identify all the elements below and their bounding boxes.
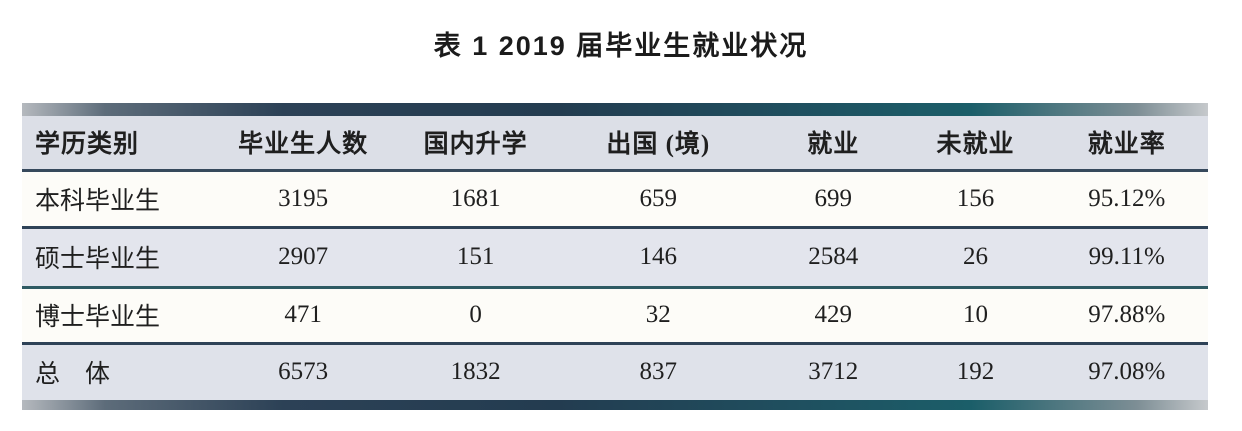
table-cell: 3712 <box>808 358 859 386</box>
top-gradient-bar <box>22 103 1208 116</box>
table-cell: 总 体 <box>35 361 111 389</box>
table-header-row: 学历类别 毕业生人数 国内升学 出国 (境) 就业 未就业 就业率 <box>22 116 1208 172</box>
table-cell: 博士毕业生 <box>22 287 211 345</box>
table-cell: 699 <box>760 170 906 229</box>
table-cell: 2907 <box>210 227 396 289</box>
header-cell-graduate-count: 毕业生人数 <box>210 116 396 172</box>
table-cell: 0 <box>395 287 556 345</box>
table-row-undergraduate: 本科毕业生 3195 1681 659 699 156 95.12% <box>22 170 1208 229</box>
table-cell: 146 <box>555 227 761 289</box>
table-cell: 151 <box>395 227 556 289</box>
table-cell: 2584 <box>760 227 906 289</box>
table-cell: 本科毕业生 <box>22 170 211 229</box>
header-cell-education-level: 学历类别 <box>22 116 211 172</box>
header-cell-employment-rate: 就业率 <box>1045 116 1208 172</box>
table-cell: 硕士毕业生 <box>22 227 211 289</box>
table-row-total: 总 体 6573 1832 837 3712 192 97.08% <box>22 343 1208 400</box>
bottom-gradient-bar <box>22 400 1208 410</box>
header-cell-domestic-study: 国内升学 <box>395 116 556 172</box>
employment-table-container: 学历类别 毕业生人数 国内升学 出国 (境) 就业 未就业 就业率 本科毕业生 … <box>22 103 1208 410</box>
table-cell: 429 <box>760 287 906 345</box>
table-cell: 1681 <box>395 170 556 229</box>
employment-table: 学历类别 毕业生人数 国内升学 出国 (境) 就业 未就业 就业率 本科毕业生 … <box>22 116 1208 400</box>
table-cell: 471 <box>210 287 396 345</box>
table-row-doctoral: 博士毕业生 471 0 32 429 10 97.88% <box>22 287 1208 345</box>
table-cell: 95.12% <box>1045 170 1208 229</box>
table-cell: 837 <box>639 358 678 386</box>
table-row-master: 硕士毕业生 2907 151 146 2584 26 99.11% <box>22 227 1208 289</box>
table-cell: 97.88% <box>1045 287 1208 345</box>
header-cell-unemployed: 未就业 <box>905 116 1046 172</box>
table-cell: 97.08% <box>1088 358 1166 386</box>
header-cell-abroad: 出国 (境) <box>555 116 761 172</box>
table-cell: 156 <box>905 170 1046 229</box>
table-cell: 99.11% <box>1045 227 1208 289</box>
table-cell: 659 <box>555 170 761 229</box>
table-cell: 1832 <box>450 358 501 386</box>
table-cell: 3195 <box>210 170 396 229</box>
table-cell: 10 <box>905 287 1046 345</box>
table-cell: 6573 <box>278 358 329 386</box>
table-cell: 192 <box>956 358 995 386</box>
header-cell-employed: 就业 <box>760 116 906 172</box>
table-cell: 26 <box>905 227 1046 289</box>
table-caption: 表 1 2019 届毕业生就业状况 <box>433 31 809 61</box>
table-cell: 32 <box>555 287 761 345</box>
